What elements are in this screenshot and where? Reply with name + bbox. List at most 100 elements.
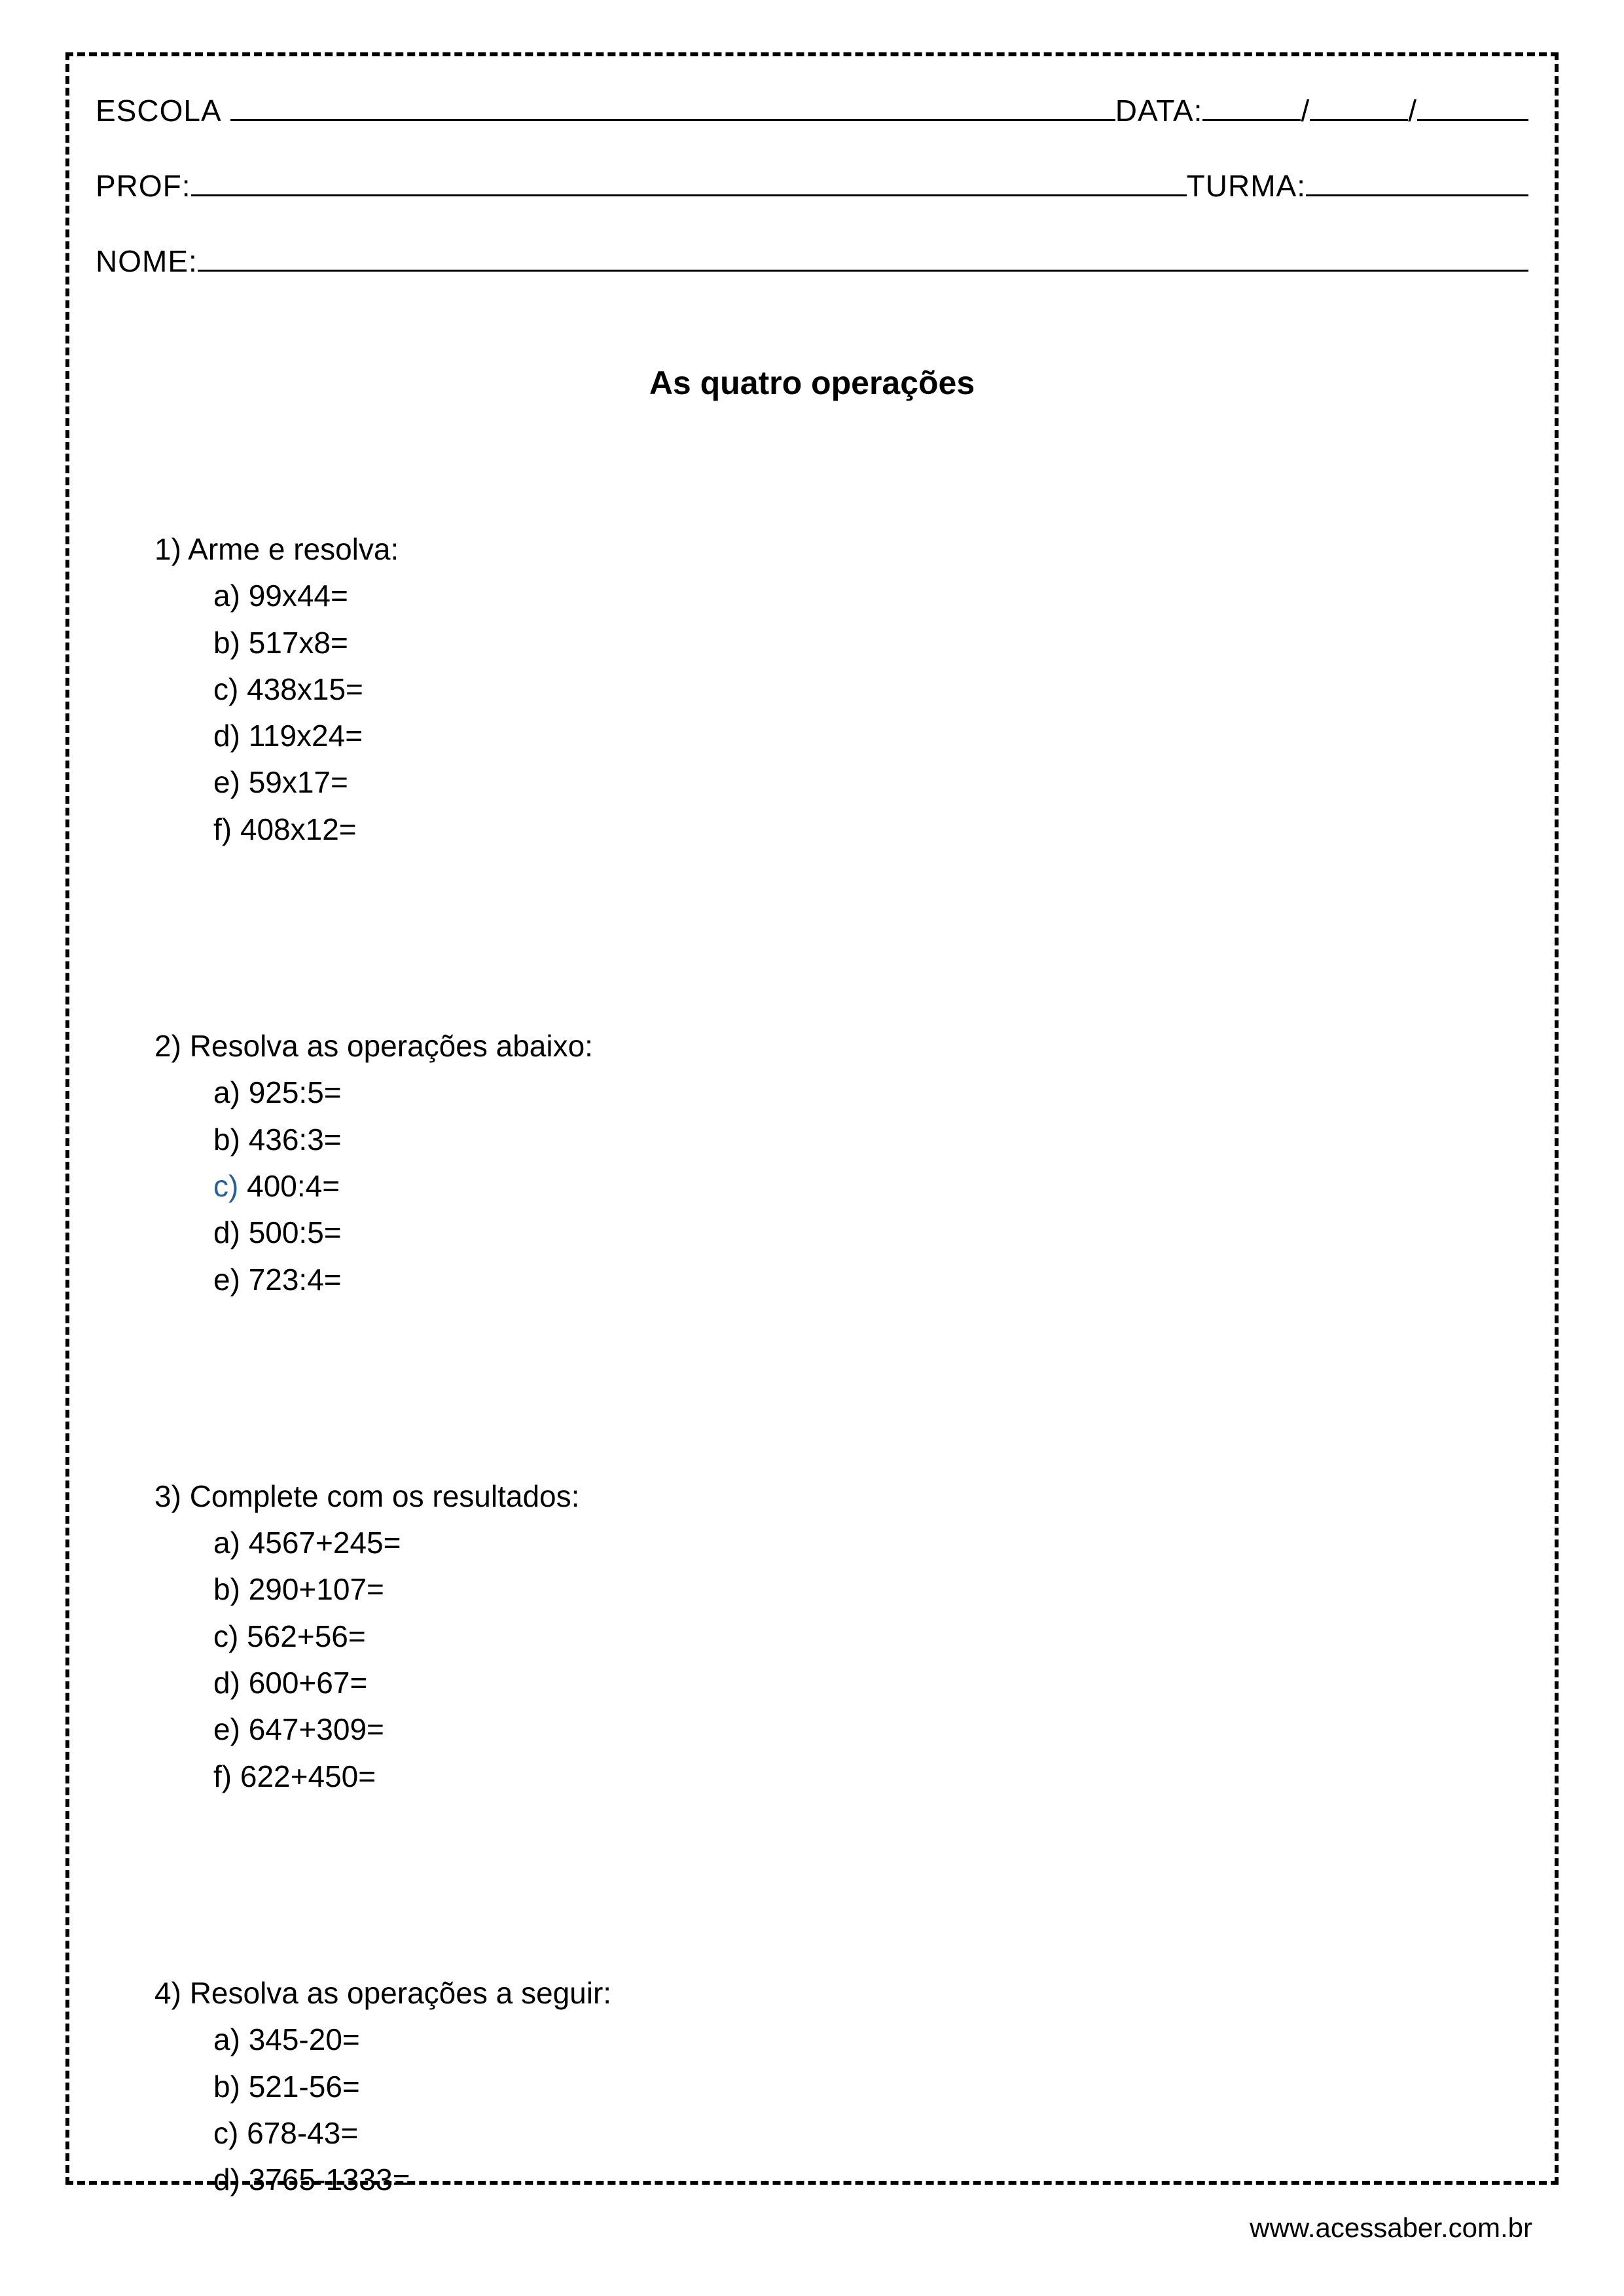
question-3: 3) Complete com os resultados: a) 4567+2… xyxy=(154,1473,1489,1800)
list-item: d) 500:5= xyxy=(213,1210,1489,1256)
data-year-blank[interactable] xyxy=(1417,89,1528,121)
item-letter: f) xyxy=(213,1759,232,1793)
item-letter: a) xyxy=(213,2022,240,2056)
list-item: b) 521-56= xyxy=(213,2064,1489,2110)
item-text: 290+107= xyxy=(249,1572,384,1606)
header-row-3: NOME: xyxy=(96,240,1528,279)
item-letter: d) xyxy=(213,1666,240,1700)
item-letter: a) xyxy=(213,1075,240,1109)
question-text: Resolva as operações abaixo: xyxy=(190,1029,593,1063)
list-item: c) 562+56= xyxy=(213,1613,1489,1660)
item-letter: e) xyxy=(213,1263,240,1297)
question-number: 3) xyxy=(154,1479,181,1513)
item-letter: c) xyxy=(213,1169,238,1203)
header-row-2: PROF: TURMA: xyxy=(96,164,1528,204)
item-text: 500:5= xyxy=(249,1215,342,1249)
item-text: 400:4= xyxy=(247,1169,340,1203)
item-text: 678-43= xyxy=(247,2116,358,2150)
data-month-blank[interactable] xyxy=(1310,89,1408,121)
list-item: d) 600+67= xyxy=(213,1660,1489,1706)
question-prompt: 1) Arme e resolva: xyxy=(154,526,1489,573)
item-text: 436:3= xyxy=(249,1122,342,1157)
list-item: c) 400:4= xyxy=(213,1163,1489,1210)
question-text: Arme e resolva: xyxy=(188,532,399,566)
list-item: c) 438x15= xyxy=(213,666,1489,713)
item-text: 521-56= xyxy=(249,2070,360,2104)
data-day-blank[interactable] xyxy=(1202,89,1301,121)
question-prompt: 2) Resolva as operações abaixo: xyxy=(154,1023,1489,1069)
item-text: 408x12= xyxy=(240,812,357,846)
list-item: b) 517x8= xyxy=(213,620,1489,666)
list-item: e) 647+309= xyxy=(213,1706,1489,1753)
item-letter: c) xyxy=(213,1619,238,1653)
question-number: 2) xyxy=(154,1029,181,1063)
questions-container: 1) Arme e resolva: a) 99x44= b) 517x8= c… xyxy=(96,526,1528,2203)
item-letter: d) xyxy=(213,1215,240,1249)
question-prompt: 4) Resolva as operações a seguir: xyxy=(154,1970,1489,2017)
item-text: 99x44= xyxy=(249,579,348,613)
item-text: 723:4= xyxy=(249,1263,342,1297)
date-sep-2: / xyxy=(1408,93,1417,128)
item-letter: d) xyxy=(213,2162,240,2197)
item-text: 345-20= xyxy=(249,2022,360,2056)
list-item: b) 436:3= xyxy=(213,1117,1489,1163)
worksheet-page: ESCOLA DATA: / / PROF: TURMA: NOME: As q… xyxy=(0,0,1624,2296)
item-text: 4567+245= xyxy=(249,1526,401,1560)
item-letter: e) xyxy=(213,1712,240,1746)
item-letter: b) xyxy=(213,1122,240,1157)
question-items: a) 4567+245= b) 290+107= c) 562+56= d) 6… xyxy=(154,1520,1489,1800)
escola-blank[interactable] xyxy=(230,89,1115,121)
item-text: 119x24= xyxy=(249,719,363,753)
list-item: c) 678-43= xyxy=(213,2110,1489,2157)
item-letter: c) xyxy=(213,2116,238,2150)
list-item: e) 59x17= xyxy=(213,759,1489,806)
item-text: 562+56= xyxy=(247,1619,366,1653)
list-item: a) 99x44= xyxy=(213,573,1489,619)
list-item: e) 723:4= xyxy=(213,1257,1489,1303)
question-items: a) 345-20= b) 521-56= c) 678-43= d) 3765… xyxy=(154,2017,1489,2203)
header-row-1: ESCOLA DATA: / / xyxy=(96,89,1528,128)
item-letter: c) xyxy=(213,672,238,706)
question-1: 1) Arme e resolva: a) 99x44= b) 517x8= c… xyxy=(154,526,1489,853)
footer-url: www.acessaber.com.br xyxy=(1250,2212,1532,2244)
item-letter: b) xyxy=(213,2070,240,2104)
question-number: 1) xyxy=(154,532,181,566)
list-item: d) 119x24= xyxy=(213,713,1489,759)
item-letter: e) xyxy=(213,765,240,799)
list-item: a) 925:5= xyxy=(213,1069,1489,1116)
item-text: 647+309= xyxy=(249,1712,384,1746)
question-items: a) 925:5= b) 436:3= c) 400:4= d) 500:5= … xyxy=(154,1069,1489,1302)
prof-blank[interactable] xyxy=(191,164,1187,196)
item-text: 59x17= xyxy=(249,765,348,799)
question-text: Resolva as operações a seguir: xyxy=(190,1976,611,2010)
list-item: f) 408x12= xyxy=(213,806,1489,853)
question-text: Complete com os resultados: xyxy=(190,1479,580,1513)
item-text: 438x15= xyxy=(247,672,363,706)
turma-blank[interactable] xyxy=(1306,164,1528,196)
item-letter: b) xyxy=(213,1572,240,1606)
list-item: b) 290+107= xyxy=(213,1566,1489,1613)
escola-label: ESCOLA xyxy=(96,93,222,128)
question-number: 4) xyxy=(154,1976,181,2010)
worksheet-title: As quatro operações xyxy=(96,364,1528,402)
item-text: 517x8= xyxy=(249,626,348,660)
item-text: 925:5= xyxy=(249,1075,342,1109)
question-2: 2) Resolva as operações abaixo: a) 925:5… xyxy=(154,1023,1489,1303)
prof-label: PROF: xyxy=(96,168,191,204)
item-letter: d) xyxy=(213,719,240,753)
data-label: DATA: xyxy=(1115,93,1203,128)
nome-label: NOME: xyxy=(96,243,198,279)
question-items: a) 99x44= b) 517x8= c) 438x15= d) 119x24… xyxy=(154,573,1489,853)
question-4: 4) Resolva as operações a seguir: a) 345… xyxy=(154,1970,1489,2203)
date-sep-1: / xyxy=(1301,93,1310,128)
question-prompt: 3) Complete com os resultados: xyxy=(154,1473,1489,1520)
list-item: f) 622+450= xyxy=(213,1753,1489,1800)
item-letter: a) xyxy=(213,579,240,613)
dashed-border-frame: ESCOLA DATA: / / PROF: TURMA: NOME: As q… xyxy=(65,52,1559,2185)
item-text: 622+450= xyxy=(240,1759,376,1793)
item-letter: b) xyxy=(213,626,240,660)
list-item: a) 345-20= xyxy=(213,2017,1489,2063)
list-item: d) 3765-1333= xyxy=(213,2157,1489,2203)
item-text: 600+67= xyxy=(249,1666,368,1700)
nome-blank[interactable] xyxy=(198,240,1528,272)
